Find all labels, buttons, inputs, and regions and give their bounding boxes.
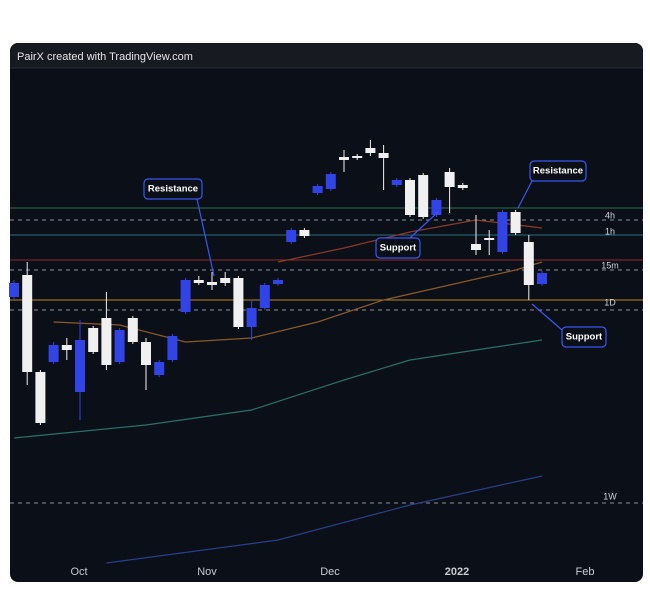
- candle-body: [418, 175, 429, 217]
- annotation-box: [143, 178, 203, 200]
- annotation-arrow: [409, 211, 439, 239]
- candle-body: [286, 230, 297, 242]
- candle-body: [127, 318, 138, 342]
- moving-average: [13, 339, 543, 439]
- candle-body: [141, 342, 151, 365]
- level-label: 1D: [604, 297, 616, 307]
- candle-body: [365, 148, 376, 153]
- candle-body: [48, 345, 59, 362]
- x-axis-label: 2022: [445, 566, 469, 578]
- annotation-arrow: [531, 303, 563, 331]
- candle-body: [325, 174, 336, 189]
- level-label: 1h: [605, 226, 615, 236]
- annotation-text: Support: [380, 243, 417, 254]
- level-label: 15m: [601, 260, 619, 270]
- candle-body: [339, 157, 349, 160]
- candle-body: [167, 336, 178, 360]
- x-axis-label: Oct: [70, 566, 87, 578]
- candle-body: [193, 280, 204, 283]
- candle-body: [523, 242, 534, 285]
- candle-body: [497, 212, 508, 252]
- candle-body: [510, 212, 521, 233]
- candle-body: [259, 285, 270, 308]
- header-bar: [10, 43, 643, 68]
- moving-average: [106, 475, 543, 564]
- x-axis-label: Dec: [320, 566, 340, 578]
- candle-body: [391, 180, 402, 185]
- x-axis-label: Nov: [197, 566, 217, 578]
- moving-average: [53, 261, 543, 343]
- candle-body: [471, 244, 481, 250]
- annotation-box: [529, 160, 587, 182]
- header-title: PairX created with TradingView.com: [17, 51, 193, 63]
- candle-body: [484, 238, 495, 240]
- candle-body: [352, 156, 363, 158]
- candle-body: [246, 308, 257, 327]
- annotation-text: Resistance: [533, 166, 583, 177]
- annotation-text: Resistance: [148, 184, 198, 195]
- candle-body: [312, 186, 323, 193]
- candle-body: [22, 275, 33, 372]
- level-label: 4h: [605, 210, 615, 220]
- annotation-box: [561, 326, 607, 348]
- candle-body: [88, 328, 99, 352]
- candle-body: [233, 278, 244, 327]
- candle-body: [220, 278, 231, 283]
- x-axis-label: Feb: [576, 566, 595, 578]
- candle-body: [154, 362, 165, 375]
- candle-body: [299, 230, 310, 236]
- candle-body: [457, 185, 468, 188]
- candle-body: [273, 280, 283, 284]
- candle-body: [101, 318, 112, 365]
- annotation-arrow: [517, 180, 533, 209]
- candle-body: [35, 372, 46, 423]
- candle-body: [114, 330, 125, 362]
- candle-body: [431, 200, 442, 215]
- candle-body: [444, 172, 455, 187]
- candle-body: [537, 273, 547, 284]
- annotation-arrow: [196, 198, 215, 277]
- annotation-text: Support: [566, 332, 603, 343]
- candle-body: [75, 340, 85, 392]
- candle-body: [180, 280, 191, 312]
- candle-body: [9, 283, 19, 297]
- candle-body: [207, 282, 217, 285]
- candle-body: [405, 180, 415, 215]
- level-label: 1W: [603, 491, 617, 501]
- candle-body: [378, 153, 389, 158]
- annotation-box: [375, 237, 421, 259]
- candle-body: [61, 345, 72, 350]
- chart-card: [10, 43, 643, 582]
